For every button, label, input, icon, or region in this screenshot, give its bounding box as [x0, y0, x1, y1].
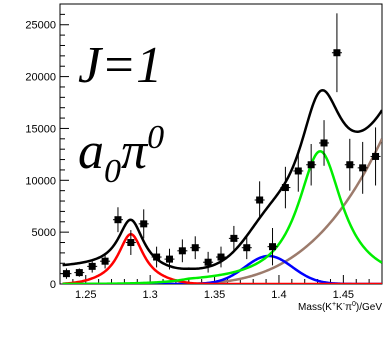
y-tick-label: 15000: [25, 123, 56, 135]
data-point: [165, 255, 173, 263]
data-point: [230, 234, 238, 242]
x-tick-label: 1.4: [271, 289, 286, 301]
data-point: [307, 161, 315, 169]
xlabel-sup-plus: +: [332, 301, 336, 308]
red-component-curve: [62, 232, 382, 284]
data-point: [346, 161, 354, 169]
xlabel-part-pi: π: [345, 302, 352, 313]
brown-component-curve: [62, 138, 382, 284]
annotation-a0pi0: a0π0: [78, 119, 164, 190]
data-point: [114, 216, 122, 224]
data-point: [88, 262, 96, 270]
xlabel-sup-minus: -: [343, 301, 346, 308]
xlabel-part-unit: )/GeV: [356, 302, 382, 313]
data-point: [281, 184, 289, 192]
annotation-j: J=1: [78, 37, 162, 94]
x-axis-title: Mass(K+K-π0)/GeV: [298, 301, 382, 313]
data-point: [127, 239, 135, 247]
y-tick-label: 0: [50, 279, 56, 291]
data-point: [140, 220, 148, 228]
data-point: [191, 244, 199, 252]
annotation-a: a: [78, 123, 104, 180]
x-tick-label: 1.35: [204, 289, 225, 301]
x-tick-label: 1.25: [75, 289, 96, 301]
y-tick-label: 20000: [25, 72, 56, 84]
xlabel-part-mass: Mass(K: [298, 302, 332, 313]
annotation-sup-0: 0: [147, 119, 164, 156]
data-points: [61, 13, 381, 279]
y-tick-label: 5000: [32, 227, 56, 239]
data-point: [153, 253, 161, 261]
data-point: [178, 247, 186, 255]
x-tick-label: 1.3: [143, 289, 158, 301]
y-tick-label: 25000: [25, 20, 56, 32]
xlabel-sup-zero: 0: [352, 301, 356, 308]
fit-curves: [62, 88, 382, 284]
tick-labels: 1.25 1.3 1.35 1.4 1.45 0 5000 10000 15000 20000 25…: [25, 20, 354, 301]
data-point: [204, 258, 212, 266]
data-point: [243, 244, 251, 252]
annotation-pi: π: [121, 123, 149, 180]
data-point: [62, 270, 70, 278]
data-point: [359, 164, 367, 172]
xlabel-part-k: K: [336, 302, 343, 313]
total-fit-curve: [62, 88, 382, 271]
data-point: [372, 152, 380, 160]
data-point: [256, 196, 264, 204]
annotation-sub-0: 0: [104, 153, 121, 190]
data-point: [101, 257, 109, 265]
data-point: [333, 49, 341, 57]
data-point: [294, 167, 302, 175]
data-point: [269, 243, 277, 251]
green-component-curve: [62, 149, 382, 284]
data-point: [320, 139, 328, 147]
data-point: [75, 269, 83, 277]
x-tick-label: 1.45: [333, 289, 354, 301]
y-tick-label: 10000: [25, 175, 56, 187]
data-point: [217, 253, 225, 261]
